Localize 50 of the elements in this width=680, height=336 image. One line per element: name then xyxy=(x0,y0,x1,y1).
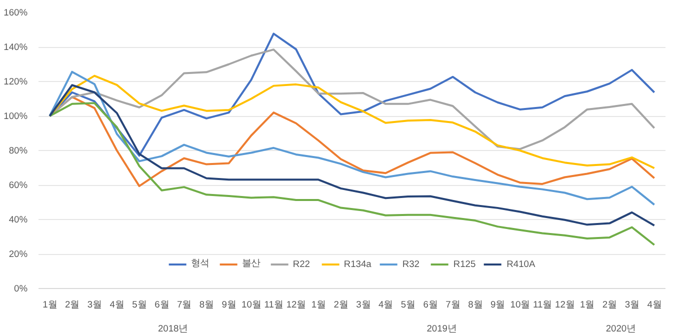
x-tick-label: 6월 xyxy=(423,300,438,310)
x-tick-label: 5월 xyxy=(132,300,146,310)
x-tick-label: 11월 xyxy=(264,300,283,310)
legend-label: R410A xyxy=(506,258,536,268)
y-tick-label: 80% xyxy=(8,146,28,156)
x-tick-label: 1월 xyxy=(311,300,326,310)
legend-label: 형석 xyxy=(190,257,210,270)
x-tick-label: 1월 xyxy=(42,300,57,310)
x-tick-label: 3월 xyxy=(624,300,640,310)
x-tick-label: 7월 xyxy=(446,300,460,310)
y-tick-label: 0% xyxy=(14,284,28,294)
y-tick-label: 60% xyxy=(8,180,28,190)
x-tick-label: 2월 xyxy=(64,300,80,310)
y-tick-label: 140% xyxy=(4,42,28,52)
x-tick-label: 10월 xyxy=(510,300,530,310)
x-tick-label: 7월 xyxy=(176,300,192,310)
x-tick-label: 2월 xyxy=(602,300,617,310)
x-tick-label: 11월 xyxy=(533,300,552,310)
y-tick-label: 120% xyxy=(4,76,28,86)
x-tick-label: 3월 xyxy=(356,300,370,310)
x-tick-label: 4월 xyxy=(647,300,662,310)
x-tick-label: 8월 xyxy=(199,300,214,310)
x-tick-label: 12월 xyxy=(555,300,574,310)
x-tick-label: 2월 xyxy=(334,300,348,310)
x-tick-label: 9월 xyxy=(490,300,505,310)
line-series xyxy=(48,84,656,227)
x-tick-label: 10월 xyxy=(242,300,261,310)
x-tick-label: 4월 xyxy=(110,300,124,310)
x-tick-label: 8월 xyxy=(468,300,482,310)
x-tick-label: 1월 xyxy=(580,300,594,310)
line-series xyxy=(48,102,656,246)
y-tick-label: 160% xyxy=(4,8,28,18)
legend-label: R134a xyxy=(344,258,372,268)
text: 2019년 xyxy=(426,324,456,334)
legend-label: R22 xyxy=(292,258,311,268)
x-tick-label: 5월 xyxy=(400,300,416,310)
x-tick-label: 6월 xyxy=(154,300,169,310)
legend-label: R125 xyxy=(453,258,476,268)
text: 2018년 xyxy=(158,324,188,334)
legend-label: R32 xyxy=(402,258,420,268)
y-tick-label: 20% xyxy=(8,249,28,259)
text: 2020년 xyxy=(606,324,636,334)
x-tick-label: 9월 xyxy=(222,300,236,310)
legend-label: 불산 xyxy=(242,257,262,270)
line-series xyxy=(48,70,656,206)
x-tick-label: 3월 xyxy=(87,300,102,310)
y-tick-label: 40% xyxy=(8,214,28,224)
x-tick-label: 12월 xyxy=(286,300,306,310)
y-tick-label: 100% xyxy=(4,111,28,121)
x-tick-label: 4월 xyxy=(378,300,393,310)
